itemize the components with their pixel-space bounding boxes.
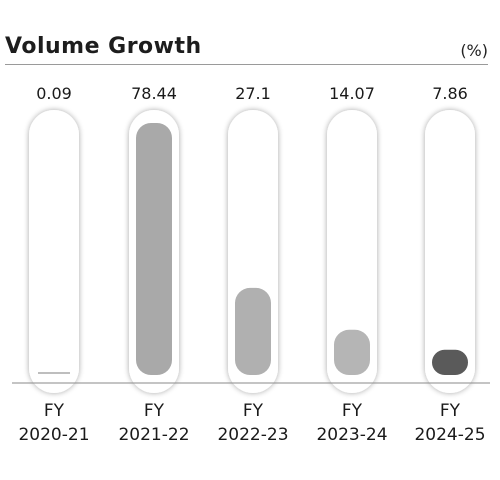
x-tick-label: 2024-25	[414, 425, 485, 445]
x-tick-label: FY	[243, 401, 264, 421]
bar-track	[327, 110, 377, 393]
unit-label: (%)	[460, 41, 488, 60]
x-tick-label: 2023-24	[316, 425, 387, 445]
x-tick-label: 2021-22	[118, 425, 189, 445]
x-tick-label: FY	[440, 401, 461, 421]
value-label: 27.1	[235, 84, 271, 103]
value-label: 78.44	[131, 84, 177, 103]
x-tick-label: FY	[144, 401, 165, 421]
x-tick-label: FY	[44, 401, 65, 421]
bar	[432, 349, 468, 375]
bar	[334, 329, 370, 375]
x-tick-label: 2022-23	[217, 425, 288, 445]
x-tick-label: FY	[342, 401, 363, 421]
bar-track	[29, 110, 79, 393]
value-label: 0.09	[36, 84, 72, 103]
title-divider	[5, 64, 488, 65]
bar	[235, 287, 271, 375]
x-tick-label: 2020-21	[18, 425, 89, 445]
value-label: 14.07	[329, 84, 375, 103]
bar-track	[425, 110, 475, 393]
chart-title: Volume Growth	[5, 34, 202, 59]
value-label: 7.86	[432, 84, 468, 103]
bar	[136, 123, 172, 375]
